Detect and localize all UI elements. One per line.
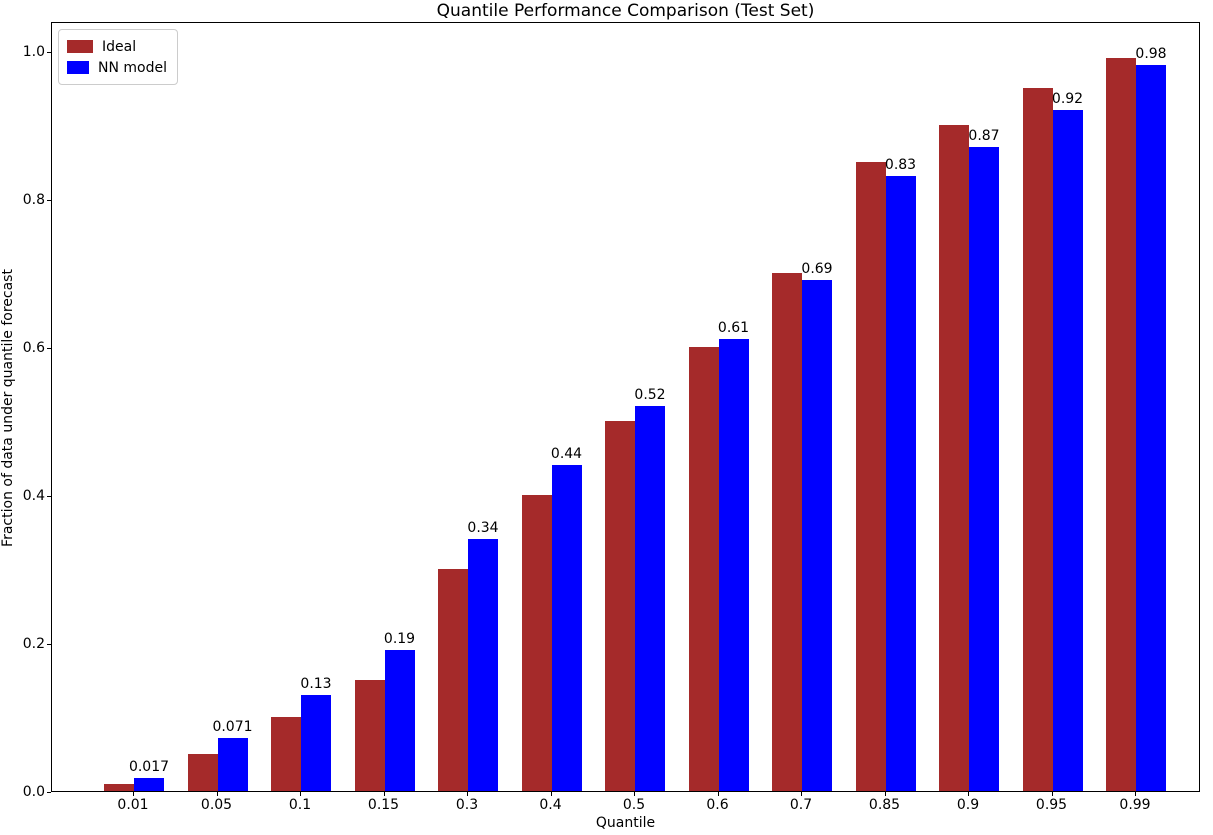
plot-area: 0.017 0.071 0.13 0.19 0.34 0.44 0.52 0.61 0.69 0.… — [51, 22, 1200, 792]
bar-value-label: 0.44 — [550, 446, 583, 463]
y-tick-mark — [47, 347, 51, 349]
x-tick-label: 0.6 — [706, 797, 729, 813]
y-tick-label: 0.8 — [22, 191, 45, 208]
y-tick-label: 0.6 — [22, 339, 45, 356]
bar-nn-model — [551, 465, 582, 791]
bar-nn-model — [969, 146, 999, 791]
y-tick-label: 0.0 — [22, 784, 45, 800]
bar-nn-model — [217, 738, 248, 791]
legend-item-nn-model: NN model — [67, 57, 167, 78]
x-tick-label: 0.1 — [288, 797, 312, 813]
x-tick-label: 0.95 — [1035, 797, 1068, 813]
x-tick-mark — [1135, 792, 1136, 796]
bar-value-label: 0.52 — [634, 387, 666, 403]
bar-value-label: 0.92 — [1051, 90, 1084, 107]
bar-value-label: 0.19 — [383, 631, 416, 648]
bar-ideal — [855, 161, 886, 791]
bar-value-label: 0.017 — [128, 759, 170, 776]
bar-nn-model — [718, 339, 749, 791]
x-tick-label: 0.7 — [789, 797, 813, 813]
bar-ideal — [605, 420, 635, 791]
legend-label-nn-model: NN model — [98, 59, 167, 76]
bar-nn-model — [885, 176, 916, 791]
x-tick-label: 0.15 — [367, 797, 400, 813]
bar-value-label: 0.69 — [801, 261, 833, 278]
bar-value-label: 0.98 — [1135, 46, 1167, 63]
x-tick-label: 0.99 — [1119, 797, 1151, 813]
bar-nn-model — [1052, 109, 1083, 791]
bar-ideal — [1106, 58, 1136, 791]
bar-value-label: 0.34 — [467, 520, 499, 537]
legend-swatch-ideal — [67, 40, 93, 53]
x-tick-mark — [383, 792, 385, 796]
bar-ideal — [939, 124, 969, 791]
x-tick-label: 0.05 — [200, 797, 233, 813]
bar-ideal — [1022, 87, 1053, 791]
bar-ideal — [688, 346, 719, 791]
bar-nn-model — [802, 280, 832, 791]
bar-ideal — [354, 679, 385, 791]
x-tick-mark — [133, 792, 134, 796]
bar-nn-model — [1136, 65, 1166, 791]
legend-label-ideal: Ideal — [102, 38, 137, 55]
y-tick-label: 0.4 — [22, 487, 45, 504]
bar-ideal — [438, 568, 468, 791]
bar-ideal — [271, 716, 301, 791]
bar-ideal — [187, 753, 218, 791]
y-tick-mark — [47, 199, 51, 201]
y-tick-mark — [47, 495, 51, 497]
bar-nn-model — [301, 694, 331, 791]
x-tick-mark — [717, 792, 719, 796]
bar-nn-model — [384, 650, 415, 791]
bar-nn-model — [468, 539, 498, 791]
x-tick-label: 0.3 — [455, 797, 479, 813]
bar-value-label: 0.87 — [968, 127, 1000, 144]
x-tick-label: 0.5 — [622, 797, 646, 813]
bar-value-label: 0.83 — [884, 157, 917, 174]
x-tick-mark — [300, 792, 301, 796]
bar-value-label: 0.071 — [212, 719, 253, 736]
x-tick-mark — [550, 792, 552, 796]
y-tick-label: 1.0 — [22, 43, 45, 60]
y-tick-mark — [47, 792, 51, 793]
x-tick-mark — [1051, 792, 1053, 796]
y-tick-label: 0.2 — [22, 635, 45, 652]
x-tick-mark — [634, 792, 635, 796]
x-tick-mark — [216, 792, 218, 796]
x-tick-mark — [467, 792, 468, 796]
bar-value-label: 0.61 — [717, 320, 750, 337]
bar-value-label: 0.13 — [300, 675, 332, 692]
bar-ideal — [104, 783, 134, 791]
legend-item-ideal: Ideal — [67, 36, 167, 57]
legend-swatch-nn-model — [67, 61, 89, 74]
x-tick-label: 0.4 — [539, 797, 562, 813]
x-tick-label: 0.85 — [868, 797, 901, 813]
x-tick-mark — [968, 792, 969, 796]
x-tick-mark — [884, 792, 886, 796]
x-tick-label: 0.01 — [117, 797, 149, 813]
legend: Ideal NN model — [58, 29, 178, 85]
chart-title: Quantile Performance Comparison (Test Se… — [436, 1, 815, 21]
x-axis-label: Quantile — [595, 815, 656, 831]
bar-ideal — [521, 494, 552, 791]
bar-nn-model — [635, 406, 665, 791]
bar-ideal — [772, 272, 802, 791]
y-tick-mark — [47, 51, 51, 53]
bar-nn-model — [134, 778, 164, 791]
y-axis-label: Fraction of data under quantile forecast — [0, 269, 16, 547]
x-tick-mark — [801, 792, 802, 796]
y-tick-mark — [47, 643, 51, 645]
x-tick-label: 0.9 — [956, 797, 980, 813]
